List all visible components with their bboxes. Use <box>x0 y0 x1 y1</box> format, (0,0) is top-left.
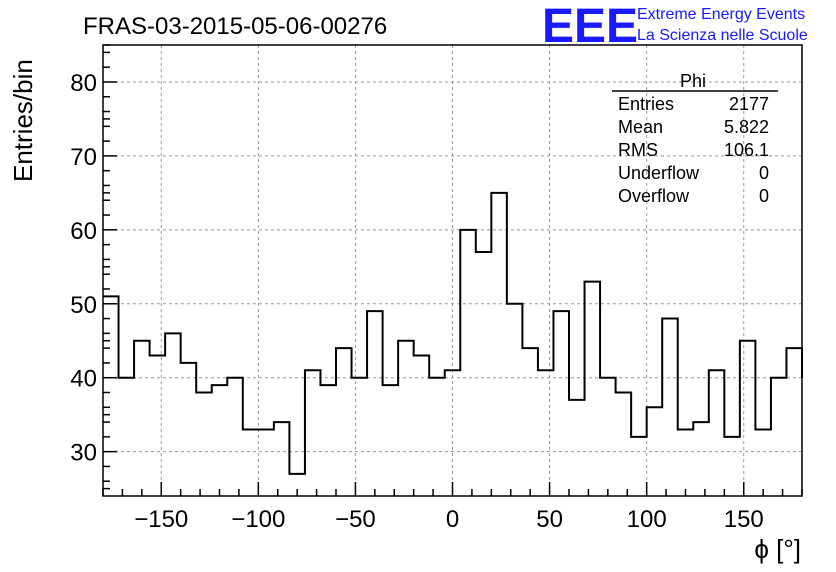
logo-line-2: La Scienza nelle Scuole <box>637 27 808 44</box>
y-tick-label: 30 <box>70 440 97 467</box>
y-tick-label: 70 <box>70 144 97 171</box>
grid <box>103 45 802 496</box>
stats-rows: Entries 2177 Mean 5.822 RMS 106.1 Underflow 0 Ov… <box>618 94 769 206</box>
x-tick-labels: −150 −100 −50 0 50 100 150 <box>134 506 764 533</box>
stats-label: Mean <box>618 117 663 137</box>
x-tick-label: 150 <box>724 506 764 533</box>
x-tick-label: 100 <box>627 506 667 533</box>
y-tick-label: 40 <box>70 366 97 393</box>
histogram-line <box>103 191 803 475</box>
logo-mark: EEE <box>542 0 638 53</box>
logo-line-1: Extreme Energy Events <box>637 6 805 23</box>
stats-value: 2177 <box>729 94 769 114</box>
y-tick-label: 60 <box>70 218 97 245</box>
stats-value: 106.1 <box>724 140 769 160</box>
stats-label: Underflow <box>618 163 700 183</box>
x-tick-label: 50 <box>536 506 563 533</box>
chart-title: FRAS-03-2015-05-06-00276 <box>83 13 387 40</box>
stats-value: 0 <box>759 186 769 206</box>
x-tick-label: −100 <box>231 506 285 533</box>
stats-value: 0 <box>759 163 769 183</box>
x-axis-label: ϕ [°] <box>754 534 801 564</box>
x-tick-label: 0 <box>446 506 459 533</box>
y-tick-label: 80 <box>70 70 97 97</box>
y-tick-labels: 30 40 50 60 70 80 <box>70 70 97 467</box>
eee-logo: EEE Extreme Energy Events La Scienza nel… <box>542 0 808 53</box>
axis-ticks <box>102 44 803 496</box>
stats-label: Overflow <box>618 186 690 206</box>
y-axis-label: Entries/bin <box>8 59 38 182</box>
stats-value: 5.822 <box>724 117 769 137</box>
x-tick-label: −150 <box>134 506 188 533</box>
stats-box: Phi Entries 2177 Mean 5.822 RMS 106.1 Underflo… <box>612 71 778 206</box>
stats-label: Entries <box>618 94 674 114</box>
y-tick-label: 50 <box>70 292 97 319</box>
stats-label: RMS <box>618 140 658 160</box>
x-tick-label: −50 <box>335 506 376 533</box>
stats-title: Phi <box>680 71 706 91</box>
